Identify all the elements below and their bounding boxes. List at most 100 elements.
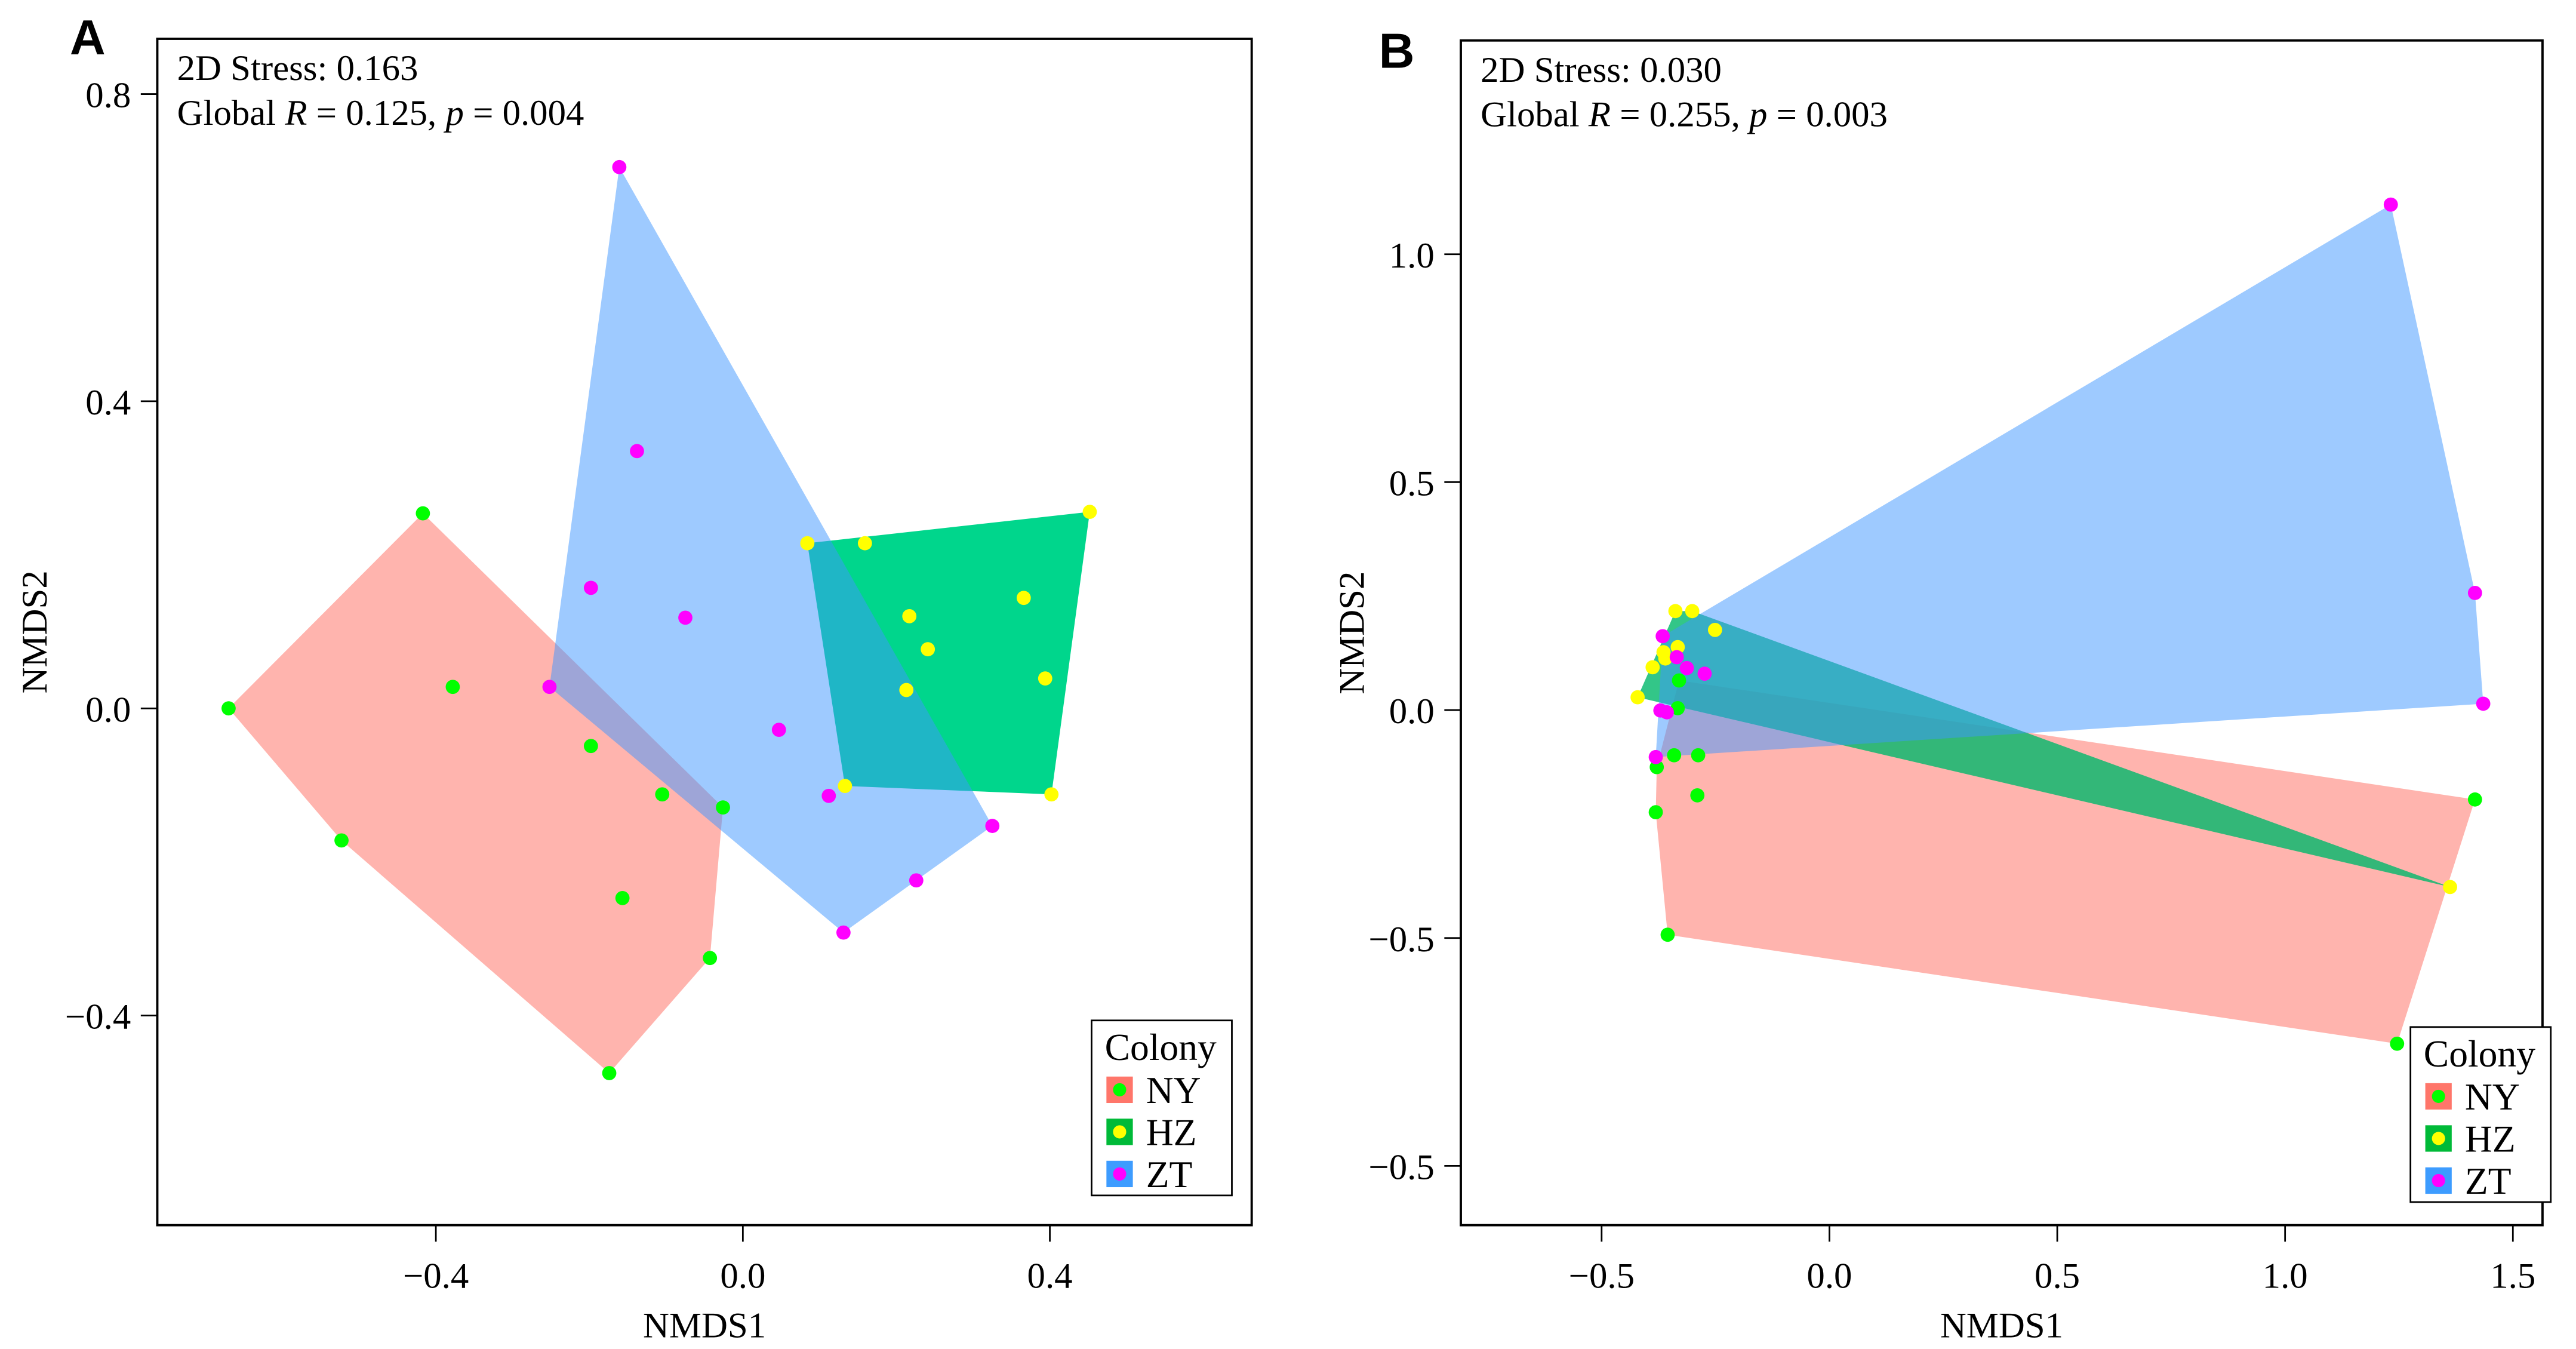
point-ny <box>2390 1036 2405 1051</box>
legend-label-ny: NY <box>1146 1069 1201 1111</box>
point-zt <box>630 444 644 459</box>
point-zt <box>2383 197 2398 212</box>
point-zt <box>985 819 1000 833</box>
point-ny <box>583 739 598 754</box>
global-r-text: Global R = 0.125, p = 0.004 <box>177 93 584 133</box>
legend-point-zt <box>2432 1173 2445 1188</box>
y-tick-label: −0.5 <box>1368 1148 1434 1188</box>
point-hz <box>1044 787 1059 802</box>
legend-label-zt: ZT <box>1146 1153 1193 1196</box>
stats-p-value: = 0.004 <box>464 93 584 133</box>
y-tick-label: 1.0 <box>1389 236 1435 276</box>
point-ny <box>703 951 718 966</box>
point-ny <box>1691 748 1706 763</box>
y-axis-label: NMDS2 <box>15 570 55 693</box>
point-hz <box>800 536 815 551</box>
x-tick-label: 1.0 <box>2263 1256 2308 1296</box>
point-ny <box>1670 701 1685 715</box>
point-hz <box>1038 671 1052 686</box>
point-zt <box>2476 696 2491 711</box>
hull-ny <box>228 513 724 1073</box>
stats-prefix: Global <box>1481 95 1589 135</box>
point-hz <box>1685 604 1700 619</box>
x-tick-label: 0.4 <box>1027 1256 1073 1296</box>
point-hz <box>1645 660 1660 675</box>
y-tick-label: 0.4 <box>85 383 131 423</box>
y-axis-label: NMDS2 <box>1332 571 1372 695</box>
stats-r-symbol: R <box>1588 95 1611 135</box>
legend-label-hz: HZ <box>1146 1111 1197 1154</box>
panel-b: −0.5 0.0 0.5 1.0 1.5 1.0 0.5 0.0 −0.5 −0.5 NMDS1 NM… <box>1332 23 2552 1346</box>
point-zt <box>1679 660 1694 675</box>
stats-p-symbol: p <box>1747 95 1767 135</box>
x-tick-label: 1.5 <box>2490 1256 2535 1296</box>
point-ny <box>416 506 430 521</box>
legend-point-ny <box>1113 1083 1127 1096</box>
point-hz <box>1707 622 1722 637</box>
y-tick-label: 0.0 <box>1389 692 1435 732</box>
stress-text: 2D Stress: 0.030 <box>1481 50 1722 90</box>
point-zt <box>1697 666 1712 681</box>
point-ny <box>1667 748 1682 763</box>
point-hz <box>1082 505 1097 520</box>
point-ny <box>445 680 460 695</box>
point-zt <box>678 610 693 625</box>
y-tick-label: 0.5 <box>1389 464 1435 504</box>
legend-label-hz: HZ <box>2465 1118 2516 1160</box>
point-ny <box>602 1066 617 1080</box>
hull-zt <box>549 167 993 933</box>
point-ny <box>221 701 236 716</box>
point-zt <box>1669 650 1684 665</box>
point-hz <box>899 683 914 697</box>
point-hz <box>1630 690 1645 705</box>
y-tick-label: −0.4 <box>65 997 131 1037</box>
point-ny <box>2467 792 2482 807</box>
hull-ny <box>1655 680 2475 1044</box>
panel-label: A <box>70 10 106 65</box>
stats-p-value: = 0.003 <box>1767 95 1888 135</box>
legend-point-ny <box>2432 1089 2445 1104</box>
x-tick-label: 0.0 <box>1806 1256 1852 1296</box>
legend-label-zt: ZT <box>2465 1160 2512 1202</box>
point-hz <box>921 642 935 657</box>
point-hz <box>1658 651 1673 666</box>
stats-r-symbol: R <box>284 93 307 133</box>
point-hz <box>902 609 917 623</box>
point-ny <box>1648 805 1663 819</box>
point-hz <box>1016 591 1031 606</box>
y-tick-label: 0.0 <box>85 690 131 730</box>
point-ny <box>334 833 349 848</box>
point-ny <box>1690 788 1705 803</box>
stats-r-value: = 0.125, <box>307 93 446 133</box>
point-hz <box>857 536 872 551</box>
legend-point-zt <box>1113 1167 1127 1181</box>
point-ny <box>716 800 730 815</box>
y-tick-label: −0.5 <box>1368 920 1434 960</box>
global-r-text: Global R = 0.255, p = 0.003 <box>1481 95 1888 135</box>
y-tick-label: 0.8 <box>85 76 131 116</box>
panel-a: −0.4 0.0 0.4 0.8 0.4 0.0 −0.4 NMDS1 NMDS2 A 2D Str… <box>15 10 1253 1346</box>
stats-prefix: Global <box>177 93 285 133</box>
point-zt <box>1655 629 1670 644</box>
point-ny <box>655 787 670 802</box>
legend-title: Colony <box>2424 1033 2535 1075</box>
stats-r-value: = 0.255, <box>1611 95 1749 135</box>
point-zt <box>771 723 786 738</box>
point-hz <box>1668 604 1683 619</box>
point-zt <box>909 873 924 888</box>
stress-text: 2D Stress: 0.163 <box>177 48 418 88</box>
point-ny <box>1672 673 1686 688</box>
point-zt <box>583 580 598 595</box>
legend-point-hz <box>2432 1132 2445 1145</box>
point-zt <box>836 925 851 940</box>
hull-zt <box>1655 204 2483 757</box>
point-hz <box>838 779 852 794</box>
legend-label-ny: NY <box>2465 1075 2520 1118</box>
point-zt <box>612 159 627 174</box>
plot-frame <box>156 38 1253 1227</box>
x-axis-label: NMDS1 <box>1940 1306 2063 1346</box>
point-zt <box>542 680 557 695</box>
x-axis-label: NMDS1 <box>643 1306 766 1346</box>
x-tick-label: 0.0 <box>720 1256 765 1296</box>
x-tick-label: 0.5 <box>2035 1256 2080 1296</box>
